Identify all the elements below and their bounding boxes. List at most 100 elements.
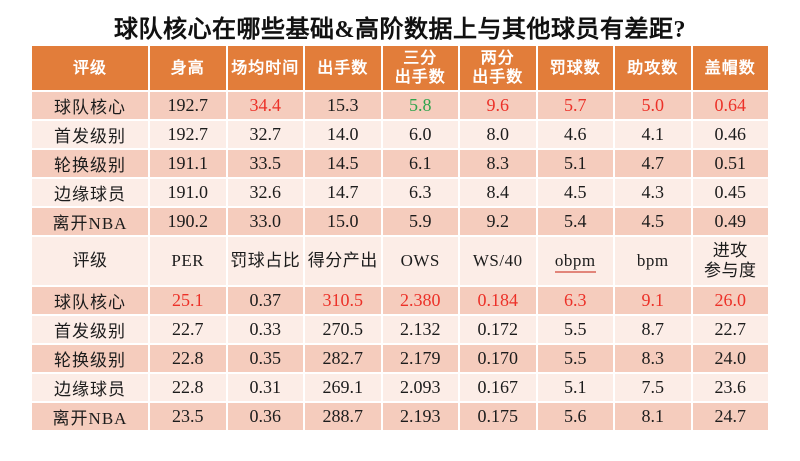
column-header: obpm: [537, 237, 613, 285]
stats-table-body: 评级 身高 场均时间 出手数 三分 出手数 两分 出手数 罚球数 助攻数 盖帽数 球队核心 192.…: [32, 46, 768, 430]
spellcheck-underlined-text: obpm: [554, 251, 596, 273]
value-cell: 5.5: [537, 316, 613, 343]
row-label: 离开NBA: [32, 403, 148, 430]
value-cell: 22.7: [692, 316, 768, 343]
value-cell: 8.7: [615, 316, 691, 343]
value-cell: 190.2: [150, 208, 226, 235]
value-cell: 2.380: [382, 287, 458, 314]
value-cell: 0.37: [227, 287, 303, 314]
value-cell: 8.1: [615, 403, 691, 430]
value-cell: 33.0: [227, 208, 303, 235]
value-cell: 192.7: [150, 92, 226, 119]
value-cell: 192.7: [150, 121, 226, 148]
value-cell: 2.193: [382, 403, 458, 430]
value-cell: 32.6: [227, 179, 303, 206]
value-cell: 6.3: [382, 179, 458, 206]
value-cell: 288.7: [305, 403, 381, 430]
row-label: 边缘球员: [32, 179, 148, 206]
table-row: 离开NBA 23.5 0.36 288.7 2.193 0.175 5.6 8.1 24.7: [32, 403, 768, 430]
table-row: 轮换级别 22.8 0.35 282.7 2.179 0.170 5.5 8.3 24.0: [32, 345, 768, 372]
column-header: 评级: [32, 237, 148, 285]
value-cell: 4.6: [537, 121, 613, 148]
table-row: 离开NBA 190.2 33.0 15.0 5.9 9.2 5.4 4.5 0.49: [32, 208, 768, 235]
table-row: 边缘球员 191.0 32.6 14.7 6.3 8.4 4.5 4.3 0.45: [32, 179, 768, 206]
column-header: 评级: [32, 46, 148, 90]
value-cell: 310.5: [305, 287, 381, 314]
table-row: 首发级别 192.7 32.7 14.0 6.0 8.0 4.6 4.1 0.46: [32, 121, 768, 148]
slide-title: 球队核心在哪些基础&高阶数据上与其他球员有差距?: [114, 17, 686, 43]
value-cell: 0.46: [692, 121, 768, 148]
column-header: 助攻数: [615, 46, 691, 90]
value-cell: 14.5: [305, 150, 381, 177]
column-header: 罚球数: [537, 46, 613, 90]
column-header: 两分 出手数: [460, 46, 536, 90]
value-cell: 8.3: [460, 150, 536, 177]
column-header: 出手数: [305, 46, 381, 90]
value-cell: 191.0: [150, 179, 226, 206]
value-cell: 6.3: [537, 287, 613, 314]
value-cell: 0.49: [692, 208, 768, 235]
value-cell: 0.31: [227, 374, 303, 401]
value-cell: 9.6: [460, 92, 536, 119]
value-cell: 0.184: [460, 287, 536, 314]
value-cell: 8.4: [460, 179, 536, 206]
value-cell: 5.8: [382, 92, 458, 119]
value-cell: 5.0: [615, 92, 691, 119]
row-label: 轮换级别: [32, 345, 148, 372]
value-cell: 14.0: [305, 121, 381, 148]
column-header: 得分产出: [305, 237, 381, 285]
value-cell: 269.1: [305, 374, 381, 401]
value-cell: 14.7: [305, 179, 381, 206]
row-label: 边缘球员: [32, 374, 148, 401]
column-header: 场均时间: [227, 46, 303, 90]
table-row: 球队核心 25.1 0.37 310.5 2.380 0.184 6.3 9.1 26.0: [32, 287, 768, 314]
value-cell: 4.5: [615, 208, 691, 235]
value-cell: 0.36: [227, 403, 303, 430]
value-cell: 4.1: [615, 121, 691, 148]
value-cell: 15.0: [305, 208, 381, 235]
value-cell: 34.4: [227, 92, 303, 119]
value-cell: 0.172: [460, 316, 536, 343]
table-row: 轮换级别 191.1 33.5 14.5 6.1 8.3 5.1 4.7 0.51: [32, 150, 768, 177]
value-cell: 24.0: [692, 345, 768, 372]
value-cell: 6.1: [382, 150, 458, 177]
row-label: 首发级别: [32, 121, 148, 148]
row-label: 球队核心: [32, 287, 148, 314]
column-header: 三分 出手数: [382, 46, 458, 90]
value-cell: 8.3: [615, 345, 691, 372]
value-cell: 0.35: [227, 345, 303, 372]
value-cell: 25.1: [150, 287, 226, 314]
value-cell: 6.0: [382, 121, 458, 148]
row-label: 轮换级别: [32, 150, 148, 177]
value-cell: 23.5: [150, 403, 226, 430]
table-row: 球队核心 192.7 34.4 15.3 5.8 9.6 5.7 5.0 0.64: [32, 92, 768, 119]
value-cell: 2.179: [382, 345, 458, 372]
value-cell: 0.170: [460, 345, 536, 372]
value-cell: 26.0: [692, 287, 768, 314]
value-cell: 0.175: [460, 403, 536, 430]
column-header: 身高: [150, 46, 226, 90]
column-header: 盖帽数: [692, 46, 768, 90]
row-label: 离开NBA: [32, 208, 148, 235]
value-cell: 2.132: [382, 316, 458, 343]
value-cell: 0.51: [692, 150, 768, 177]
value-cell: 8.0: [460, 121, 536, 148]
value-cell: 15.3: [305, 92, 381, 119]
table-row: 边缘球员 22.8 0.31 269.1 2.093 0.167 5.1 7.5 23.6: [32, 374, 768, 401]
value-cell: 5.6: [537, 403, 613, 430]
value-cell: 191.1: [150, 150, 226, 177]
value-cell: 22.7: [150, 316, 226, 343]
stats-table: 评级 身高 场均时间 出手数 三分 出手数 两分 出手数 罚球数 助攻数 盖帽数 球队核心 192.…: [30, 44, 770, 432]
basic-stats-header-row: 评级 身高 场均时间 出手数 三分 出手数 两分 出手数 罚球数 助攻数 盖帽数: [32, 46, 768, 90]
row-label: 首发级别: [32, 316, 148, 343]
value-cell: 282.7: [305, 345, 381, 372]
value-cell: 270.5: [305, 316, 381, 343]
value-cell: 22.8: [150, 345, 226, 372]
value-cell: 24.7: [692, 403, 768, 430]
value-cell: 5.5: [537, 345, 613, 372]
value-cell: 5.1: [537, 374, 613, 401]
value-cell: 32.7: [227, 121, 303, 148]
value-cell: 9.2: [460, 208, 536, 235]
value-cell: 0.33: [227, 316, 303, 343]
value-cell: 5.1: [537, 150, 613, 177]
